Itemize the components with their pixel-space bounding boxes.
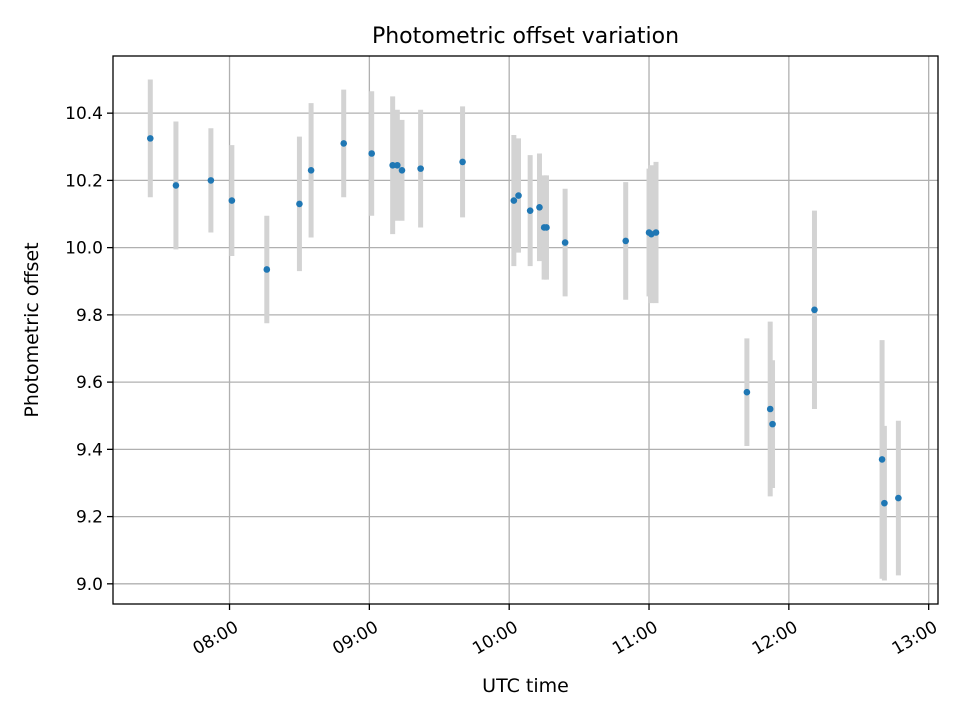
data-point: [394, 161, 401, 169]
y-axis-label: Photometric offset: [21, 242, 43, 417]
chart-title: Photometric offset variation: [372, 24, 679, 49]
data-point: [561, 239, 569, 246]
x-tick-label: 09:00: [329, 617, 381, 659]
data-point: [515, 192, 522, 199]
data-point: [228, 197, 236, 204]
y-tick-label: 9.6: [76, 373, 103, 393]
data-point: [811, 306, 818, 314]
data-point: [389, 161, 396, 169]
data-point: [510, 197, 518, 204]
y-tick-label: 10.0: [65, 239, 103, 259]
x-tick-label: 13:00: [889, 617, 941, 659]
data-point: [340, 140, 348, 147]
x-tick-label: 11:00: [609, 617, 661, 659]
grid-layer: [113, 56, 938, 604]
y-tick-label: 9.4: [76, 440, 103, 460]
data-point: [543, 224, 550, 231]
y-tick-label: 10.4: [65, 104, 103, 124]
y-tick-label: 10.2: [65, 171, 103, 191]
data-point: [895, 494, 902, 502]
data-point: [296, 200, 303, 208]
data-point: [368, 150, 375, 157]
data-point: [417, 165, 424, 172]
data-point: [307, 167, 315, 174]
data-point: [769, 420, 776, 428]
x-tick-label: 12:00: [749, 617, 801, 659]
error-bar-layer: [147, 79, 901, 581]
data-point: [146, 135, 154, 142]
data-point: [536, 203, 543, 211]
data-point: [881, 499, 888, 507]
data-point: [398, 167, 406, 174]
y-tick-label: 9.0: [76, 575, 103, 595]
x-tick-label: 08:00: [190, 617, 242, 659]
x-axis-label: UTC time: [482, 675, 569, 697]
data-point: [459, 158, 466, 166]
y-tick-label: 9.8: [76, 306, 103, 326]
data-point: [743, 388, 751, 396]
y-tick-label: 9.2: [76, 508, 103, 528]
data-point: [652, 229, 660, 236]
data-point: [878, 456, 886, 463]
x-tick-label: 10:00: [469, 617, 521, 659]
data-point: [263, 266, 271, 273]
data-point: [172, 182, 180, 189]
plot-area-frame: [112, 55, 939, 605]
data-point: [622, 237, 630, 245]
data-point: [526, 207, 534, 214]
data-point-layer: [146, 135, 902, 507]
data-point: [207, 177, 215, 184]
data-point: [766, 405, 774, 413]
